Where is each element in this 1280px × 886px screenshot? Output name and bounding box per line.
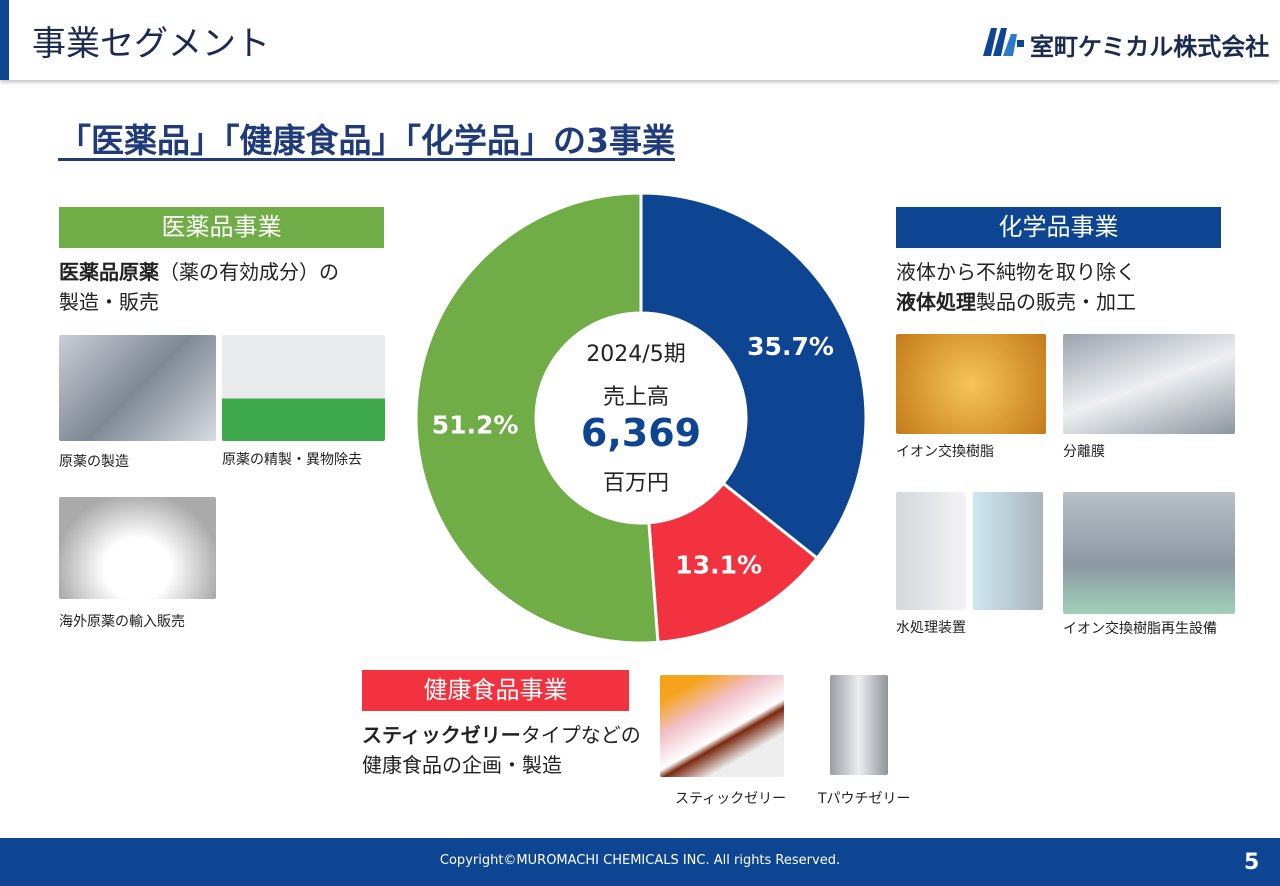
page-number: 5 [1244,850,1260,875]
caption: スティックゼリー [675,791,787,807]
photo [973,492,1043,610]
description: 医薬品原薬（薬の有効成分）の 製造・販売 [59,260,339,314]
caption: 水処理装置 [896,620,966,636]
data-label: 51.2% [432,410,519,439]
page-title: 事業セグメント [32,24,270,64]
header-stripe [0,0,9,80]
center-label: 売上高 [603,385,669,410]
footer-bar [0,838,1280,886]
slice [639,191,868,561]
copyright: Copyright©MUROMACHI CHEMICALS INC. All r… [439,853,841,868]
center-unit: 百万円 [603,471,669,496]
caption: 原薬の精製・異物除去 [222,452,362,468]
caption: イオン交換樹脂再生設備 [1063,621,1217,637]
section-heading: 化学品事業 [896,207,1221,248]
caption: イオン交換樹脂 [896,444,994,460]
caption: 分離膜 [1063,444,1105,460]
slice [414,191,660,645]
photo [896,334,1046,434]
description: 液体から不純物を取り除く 液体処理製品の販売・加工 [896,260,1136,314]
description: スティックゼリータイプなどの 健康食品の企画・製造 [362,723,641,777]
photo [1063,492,1235,614]
section-heading: 健康食品事業 [362,670,629,711]
company-name: 室町ケミカル株式会社 [1030,33,1270,61]
header-bar [0,0,1280,80]
center-value: 6,369 [581,411,701,455]
photo [59,335,216,441]
caption: 原薬の製造 [59,454,129,470]
center-period: 2024/5期 [586,342,685,367]
photo [660,675,784,777]
section-heading: 医薬品事業 [59,207,384,248]
photo [830,675,888,775]
photo [1063,334,1235,434]
caption: Tパウチゼリー [818,791,911,807]
data-label: 35.7% [747,332,834,361]
logo [983,28,1024,56]
caption: 海外原薬の輸入販売 [59,614,185,630]
headline: 「医薬品」「健康食品」「化学品」の3事業 [58,121,675,160]
photo [222,335,385,441]
photo [896,492,966,610]
data-label: 13.1% [675,551,762,580]
photo [59,497,216,599]
